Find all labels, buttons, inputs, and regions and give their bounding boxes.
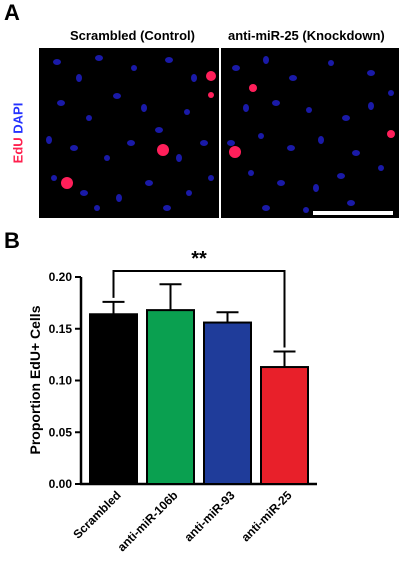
bar: [260, 366, 309, 486]
significance-label: **: [191, 248, 207, 270]
bar: [89, 313, 138, 486]
y-ticks: 0.00 0.05 0.10 0.15 0.20: [49, 270, 81, 491]
knockdown-micrograph: [221, 48, 399, 218]
y-tick-label: 0.15: [49, 322, 73, 336]
scale-bar: [313, 211, 393, 215]
bars: [89, 283, 309, 486]
significance-line: [112, 270, 286, 348]
x-tick-label: anti-miR-93: [182, 488, 238, 544]
control-micrograph: [39, 48, 219, 218]
panel-b-letter: B: [4, 228, 20, 253]
knockdown-nuclei-image: [227, 56, 395, 213]
bar: [203, 321, 252, 486]
bar: [146, 309, 195, 485]
control-nuclei-image: [46, 55, 216, 211]
panel-a-letter: A: [4, 0, 20, 25]
x-tick-label: anti-miR-106b: [115, 488, 181, 554]
y-axis-label: Proportion EdU+ Cells: [27, 305, 43, 454]
y-tick-label: 0.05: [49, 425, 73, 439]
x-tick-label: anti-miR-25: [239, 488, 295, 544]
knockdown-image-title: anti-miR-25 (Knockdown): [228, 28, 385, 43]
y-tick-label: 0.00: [49, 477, 73, 491]
y-tick-label: 0.10: [49, 374, 73, 388]
control-image-title: Scrambled (Control): [70, 28, 195, 43]
significance-bracket: **: [112, 248, 286, 348]
x-tick-label: Scrambled: [70, 488, 123, 541]
y-tick-label: 0.20: [49, 270, 73, 284]
